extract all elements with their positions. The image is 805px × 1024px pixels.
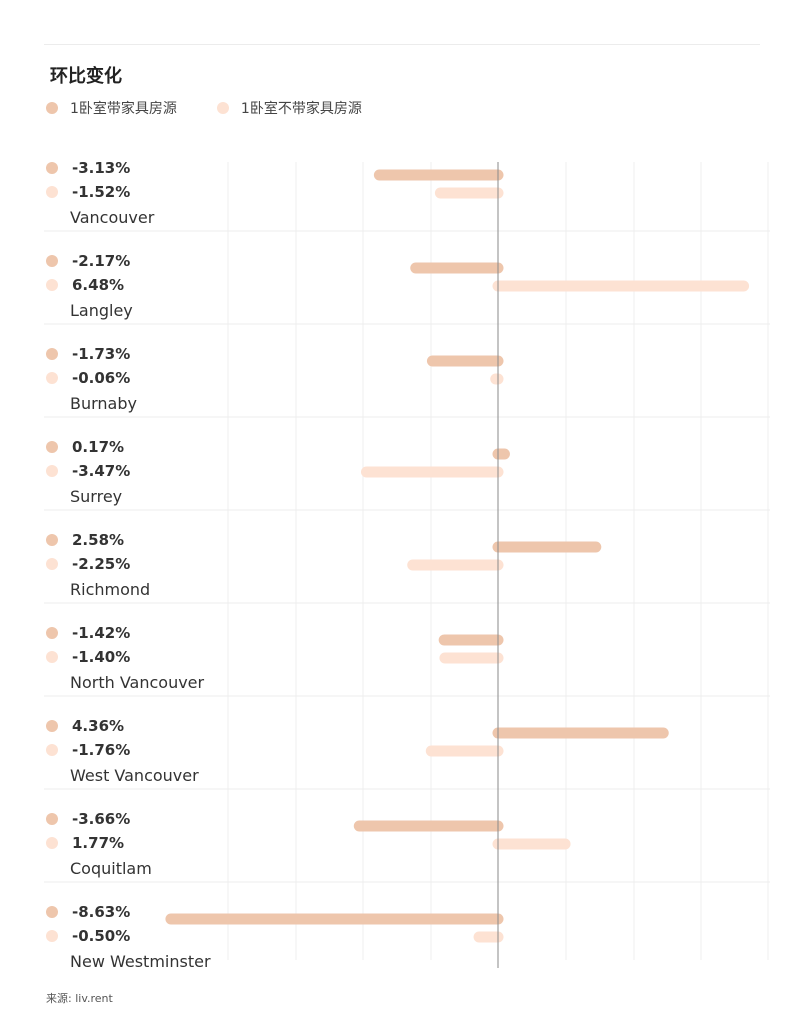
legend-label-unfurnished: 1卧室不带家具房源 bbox=[240, 101, 362, 117]
value-line: -3.47% bbox=[46, 461, 130, 481]
value-line: -1.76% bbox=[46, 740, 130, 760]
value-line: -1.42% bbox=[46, 623, 130, 643]
series-dot bbox=[46, 720, 58, 732]
value-line: -0.50% bbox=[46, 926, 130, 946]
legend-label-furnished: 1卧室带家具房源 bbox=[70, 101, 177, 117]
series-dot bbox=[46, 744, 58, 756]
data-label: 1.77% bbox=[72, 834, 125, 852]
series-dot bbox=[46, 651, 58, 663]
legend-dot-furnished bbox=[46, 102, 58, 114]
data-label: -2.25% bbox=[72, 555, 131, 573]
data-label: -3.47% bbox=[72, 462, 131, 480]
data-label: 6.48% bbox=[72, 276, 125, 294]
data-label: 2.58% bbox=[72, 531, 125, 549]
value-line: 2.58% bbox=[46, 530, 124, 550]
legend-item-unfurnished: 1卧室不带家具房源 bbox=[216, 98, 362, 118]
value-line: -0.06% bbox=[46, 368, 130, 388]
value-line: -3.13% bbox=[46, 158, 130, 178]
series-dot bbox=[46, 162, 58, 174]
value-line: 1.77% bbox=[46, 833, 124, 853]
category-label: Richmond bbox=[70, 580, 151, 599]
value-line: -3.66% bbox=[46, 809, 130, 829]
data-label: -0.06% bbox=[72, 369, 131, 387]
series-dot bbox=[46, 348, 58, 360]
category-label: West Vancouver bbox=[70, 766, 199, 785]
series-dot bbox=[46, 465, 58, 477]
category-label: Burnaby bbox=[70, 394, 137, 413]
category-label: New Westminster bbox=[70, 952, 211, 971]
value-line: -8.63% bbox=[46, 902, 130, 922]
category-label: Surrey bbox=[70, 487, 123, 506]
legend-item-furnished: 1卧室带家具房源 bbox=[46, 98, 177, 118]
category-label: North Vancouver bbox=[70, 673, 205, 692]
data-label: -1.42% bbox=[72, 624, 131, 642]
series-dot bbox=[46, 279, 58, 291]
data-label: -2.17% bbox=[72, 252, 131, 270]
value-line: 0.17% bbox=[46, 437, 124, 457]
category-label: Langley bbox=[70, 301, 133, 320]
value-line: -1.40% bbox=[46, 647, 130, 667]
series-dot bbox=[46, 255, 58, 267]
data-label: -1.52% bbox=[72, 183, 131, 201]
series-dot bbox=[46, 837, 58, 849]
data-label: -1.40% bbox=[72, 648, 131, 666]
chart-title: 环比变化 bbox=[50, 66, 122, 87]
legend: 1卧室带家具房源 1卧室不带家具房源 bbox=[46, 98, 402, 118]
category-label: Vancouver bbox=[70, 208, 155, 227]
series-dot bbox=[46, 906, 58, 918]
series-dot bbox=[46, 441, 58, 453]
data-label: -3.13% bbox=[72, 159, 131, 177]
value-line: -2.17% bbox=[46, 251, 130, 271]
source-note: 来源: liv.rent bbox=[46, 992, 113, 1005]
data-label: -8.63% bbox=[72, 903, 131, 921]
data-label: -1.76% bbox=[72, 741, 131, 759]
category-label: Coquitlam bbox=[70, 859, 152, 878]
value-line: -1.52% bbox=[46, 182, 130, 202]
data-label: 4.36% bbox=[72, 717, 125, 735]
series-dot bbox=[46, 534, 58, 546]
legend-dot-unfurnished bbox=[216, 102, 229, 114]
value-line: 4.36% bbox=[46, 716, 124, 736]
series-dot bbox=[46, 627, 58, 639]
value-line: 6.48% bbox=[46, 275, 124, 295]
data-label: -3.66% bbox=[72, 810, 131, 828]
value-line: -1.73% bbox=[46, 344, 130, 364]
series-dot bbox=[46, 930, 58, 942]
data-label: -1.73% bbox=[72, 345, 131, 363]
series-dot bbox=[46, 372, 58, 384]
data-label: 0.17% bbox=[72, 438, 125, 456]
series-dot bbox=[46, 186, 58, 198]
data-label: -0.50% bbox=[72, 927, 131, 945]
top-divider bbox=[44, 44, 760, 45]
series-dot bbox=[46, 813, 58, 825]
value-line: -2.25% bbox=[46, 554, 130, 574]
series-dot bbox=[46, 558, 58, 570]
